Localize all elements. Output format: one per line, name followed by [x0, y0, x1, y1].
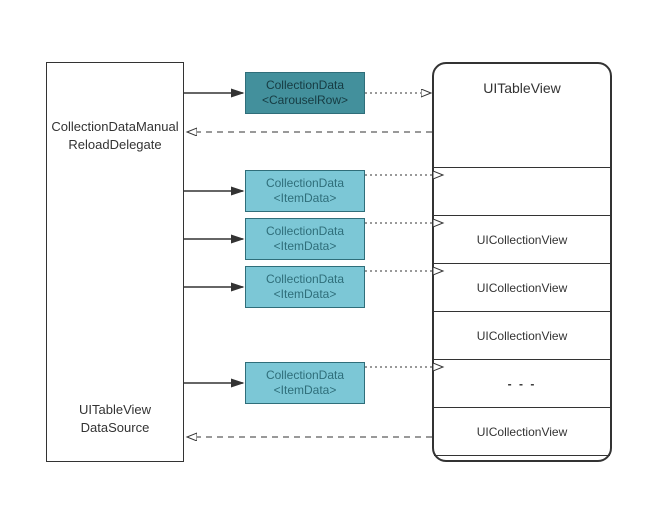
arrows-layer	[0, 0, 656, 506]
